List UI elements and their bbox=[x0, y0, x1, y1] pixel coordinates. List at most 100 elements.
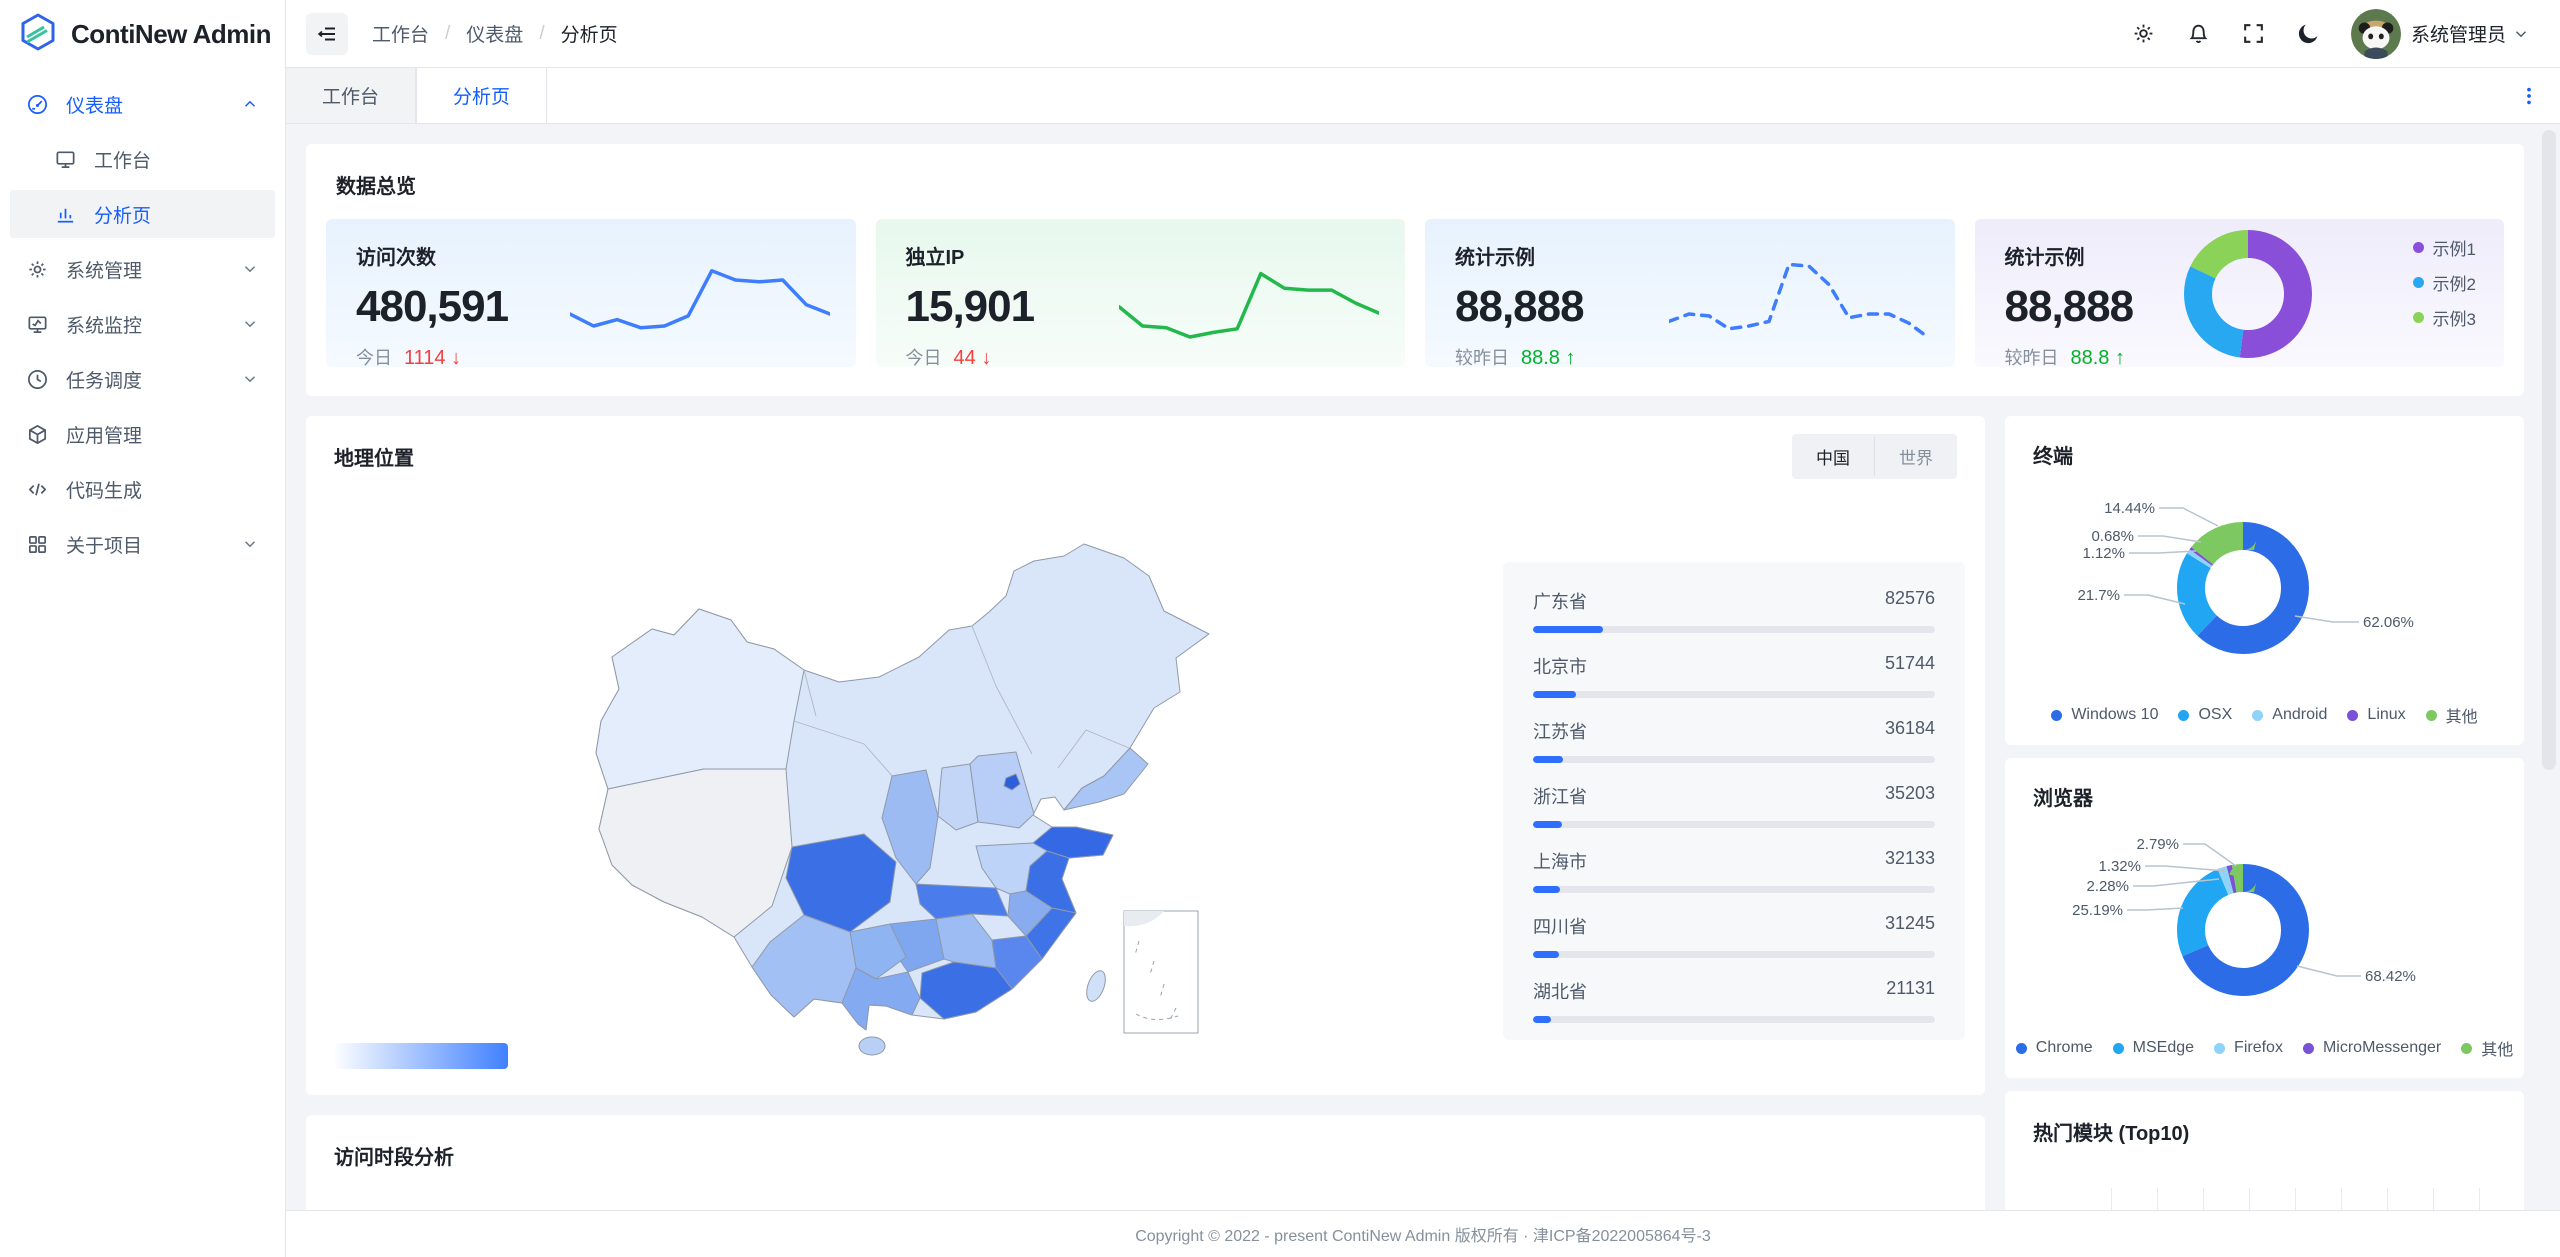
dark-mode-moon-icon[interactable] bbox=[2296, 21, 2321, 46]
arrow-up-icon: ↑ bbox=[1565, 347, 1576, 369]
stat-title: 统计示例 bbox=[2004, 247, 2085, 269]
stat-title: 独立IP bbox=[905, 247, 965, 269]
sidebar-item-label: 分析页 bbox=[94, 205, 152, 227]
map-tab-china[interactable]: 中国 bbox=[1816, 449, 1850, 468]
sidebar-item-code-generation[interactable]: 代码生成 bbox=[10, 465, 275, 513]
sidebar-item-dashboard[interactable]: 仪表盘 bbox=[10, 80, 275, 128]
legend-dot bbox=[2412, 277, 2424, 288]
tab-bar: 工作台 分析页 bbox=[286, 68, 2560, 124]
settings-icon[interactable] bbox=[2131, 21, 2156, 46]
sidebar-item-about-project[interactable]: 关于项目 bbox=[10, 520, 275, 568]
user-menu[interactable]: 系统管理员 bbox=[2350, 8, 2530, 59]
hot-modules-title: 热门模块 (Top10) bbox=[2033, 1123, 2190, 1145]
province-bar bbox=[1533, 951, 1560, 958]
province-value: 51744 bbox=[1884, 653, 1935, 673]
breadcrumb-item[interactable]: 仪表盘 bbox=[466, 25, 524, 46]
gear-icon bbox=[29, 260, 46, 278]
sidebar-item-label: 任务调度 bbox=[66, 370, 143, 392]
breadcrumb-item[interactable]: 工作台 bbox=[372, 25, 430, 46]
province-value: 21131 bbox=[1886, 978, 1935, 998]
legend-dot bbox=[2412, 312, 2424, 323]
south-china-sea-inset bbox=[1123, 910, 1199, 1034]
fullscreen-icon[interactable] bbox=[2241, 21, 2266, 46]
app-logo: ContiNew Admin bbox=[0, 0, 285, 68]
sidebar-item-label: 仪表盘 bbox=[66, 95, 124, 117]
sidebar-item-label: 代码生成 bbox=[66, 480, 143, 502]
sidebar: ContiNew Admin 仪表盘 工作台 分析页 系统管理 bbox=[0, 0, 286, 1257]
pct-label: 21.7% bbox=[2077, 587, 2120, 604]
chevron-down-icon bbox=[244, 541, 256, 548]
china-choropleth-map[interactable] bbox=[564, 516, 1264, 1061]
legend-dot bbox=[2412, 242, 2424, 253]
vertical-scrollbar[interactable] bbox=[2542, 130, 2556, 770]
content-area[interactable]: 数据总览 访问次数 480,591 今日 1114 ↓ 独立IP 15,901 bbox=[286, 124, 2560, 1210]
avatar[interactable] bbox=[2350, 8, 2401, 59]
terminal-donut-chart: 14.44% 0.68% 1.12% 21.7% 62.06% bbox=[2077, 500, 2414, 654]
region-fujian bbox=[991, 935, 1043, 990]
region-hubei bbox=[915, 883, 1009, 920]
monitor-icon bbox=[56, 150, 75, 168]
overview-title: 数据总览 bbox=[336, 176, 416, 198]
stat-card-visits: 访问次数 480,591 今日 1114 ↓ bbox=[326, 219, 856, 369]
stat-period-label: 较昨日 bbox=[1455, 348, 1509, 368]
map-heat-gradient-legend bbox=[334, 1043, 508, 1069]
province-bar bbox=[1533, 756, 1564, 763]
sidebar-item-analysis[interactable]: 分析页 bbox=[10, 190, 275, 238]
overview-card: 数据总览 访问次数 480,591 今日 1114 ↓ 独立IP 15,901 bbox=[306, 144, 2524, 396]
stat-delta: 88.8 ↑ bbox=[2070, 347, 2126, 369]
pct-label: 2.79% bbox=[2136, 836, 2179, 853]
sidebar-item-label: 系统监控 bbox=[66, 315, 143, 337]
province-name: 四川省 bbox=[1533, 917, 1587, 937]
map-tab-world[interactable]: 世界 bbox=[1874, 437, 1957, 476]
visits-sparkline bbox=[569, 269, 830, 330]
tab-analysis[interactable]: 分析页 bbox=[416, 68, 548, 123]
province-row: 上海市 32133 bbox=[1533, 848, 1935, 893]
province-bar bbox=[1533, 691, 1577, 698]
terminal-legend: Windows 10 OSX Android Linux 其他 bbox=[2005, 703, 2524, 727]
province-row: 北京市 51744 bbox=[1533, 653, 1935, 698]
chevron-up-icon bbox=[244, 100, 256, 107]
legend-label: 其他 bbox=[2445, 709, 2478, 726]
region-shaanxi bbox=[881, 769, 939, 885]
province-value: 31245 bbox=[1884, 913, 1935, 933]
sidebar-collapse-button[interactable] bbox=[306, 12, 348, 55]
breadcrumb: 工作台 / 仪表盘 / 分析页 bbox=[372, 20, 618, 47]
pct-label: 68.42% bbox=[2365, 968, 2416, 985]
notification-bell-icon[interactable] bbox=[2186, 21, 2211, 46]
footer: Copyright © 2022 - present ContiNew Admi… bbox=[286, 1210, 2560, 1257]
legend-label: 示例2 bbox=[2432, 275, 2476, 294]
geo-card: 地理位置 中国 世界 bbox=[306, 416, 1985, 1095]
province-bar bbox=[1533, 821, 1563, 828]
province-row: 湖北省 21131 bbox=[1533, 978, 1935, 1023]
sidebar-item-app-management[interactable]: 应用管理 bbox=[10, 410, 275, 458]
terminal-card: 终端 14.44% 0.68% 1.12% 21.7% bbox=[2005, 416, 2524, 745]
sidebar-item-label: 系统管理 bbox=[66, 260, 143, 282]
geo-title: 地理位置 bbox=[334, 448, 414, 470]
sidebar-item-workbench[interactable]: 工作台 bbox=[10, 135, 275, 183]
tab-more-icon[interactable] bbox=[2518, 68, 2540, 123]
hot-modules-card: 热门模块 (Top10) 用户管理 bbox=[2005, 1091, 2524, 1210]
logo-icon bbox=[20, 13, 56, 56]
region-sichuan bbox=[785, 833, 897, 933]
sidebar-item-system-management[interactable]: 系统管理 bbox=[10, 245, 275, 293]
breadcrumb-item-current: 分析页 bbox=[560, 25, 618, 46]
province-row: 四川省 31245 bbox=[1533, 913, 1935, 958]
chevron-down-icon bbox=[244, 321, 256, 328]
stat-period-label: 今日 bbox=[356, 348, 392, 368]
legend-label: Chrome bbox=[2035, 1039, 2093, 1056]
browser-card: 浏览器 2.79% 1.32% 2.28% 25.19% bbox=[2005, 758, 2524, 1078]
sidebar-item-task-scheduler[interactable]: 任务调度 bbox=[10, 355, 275, 403]
province-value: 35203 bbox=[1884, 783, 1935, 803]
sidebar-item-system-monitor[interactable]: 系统监控 bbox=[10, 300, 275, 348]
arrow-up-icon: ↑ bbox=[2115, 347, 2125, 369]
province-name: 浙江省 bbox=[1533, 787, 1587, 807]
region-liaoning bbox=[1063, 747, 1149, 811]
map-scope-toggle: 中国 世界 bbox=[1792, 434, 1957, 479]
browser-legend: Chrome MSEdge Firefox MicroMessenger 其他 bbox=[2005, 1036, 2524, 1060]
menu-fold-icon bbox=[317, 27, 335, 40]
region-hainan bbox=[858, 1036, 886, 1056]
province-name: 广东省 bbox=[1533, 592, 1587, 612]
province-value: 82576 bbox=[1884, 588, 1935, 608]
sidebar-item-label: 工作台 bbox=[94, 150, 152, 172]
tab-workbench[interactable]: 工作台 bbox=[286, 68, 417, 123]
